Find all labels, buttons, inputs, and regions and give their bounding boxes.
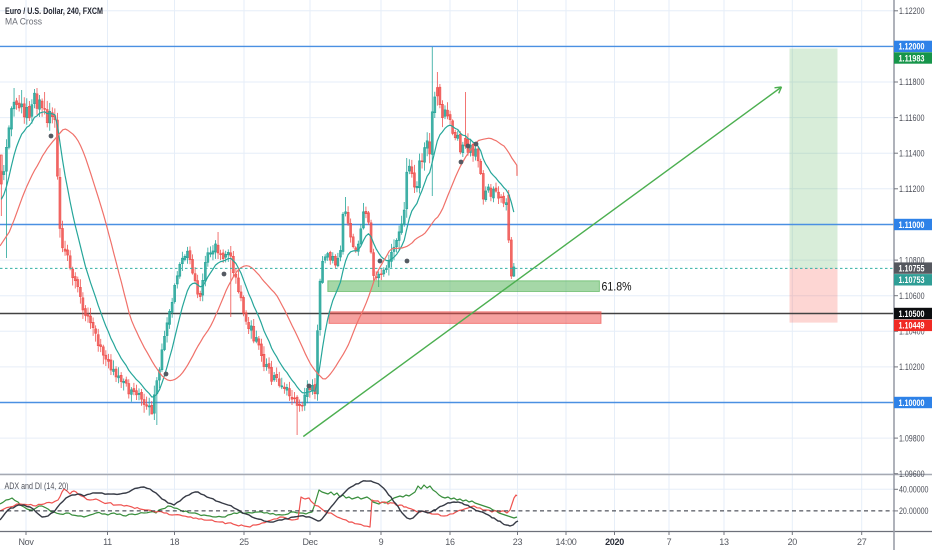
svg-text:1.12200: 1.12200 [899, 6, 925, 16]
svg-text:1.10755: 1.10755 [899, 263, 925, 273]
svg-text:9: 9 [379, 537, 384, 547]
svg-text:Euro / U.S. Dollar, 240, FXCM: Euro / U.S. Dollar, 240, FXCM [5, 6, 103, 17]
svg-text:1.09800: 1.09800 [899, 433, 925, 443]
svg-text:1.11200: 1.11200 [899, 184, 925, 194]
svg-text:MA Cross: MA Cross [5, 17, 42, 27]
svg-text:1.11600: 1.11600 [899, 113, 925, 123]
svg-text:1.10800: 1.10800 [899, 255, 925, 265]
svg-text:61.8%: 61.8% [602, 282, 632, 294]
svg-text:1.10600: 1.10600 [899, 291, 925, 301]
svg-text:7: 7 [667, 537, 672, 547]
svg-text:25: 25 [239, 537, 249, 547]
svg-text:1.11983: 1.11983 [899, 53, 925, 63]
svg-text:ADX and DI (14, 20): ADX and DI (14, 20) [5, 481, 69, 491]
svg-text:23: 23 [513, 537, 523, 547]
svg-text:Nov: Nov [18, 537, 34, 547]
svg-text:1.12000: 1.12000 [899, 42, 925, 52]
svg-text:11: 11 [103, 537, 112, 547]
svg-text:27: 27 [857, 537, 867, 547]
svg-text:14:00: 14:00 [555, 537, 576, 547]
svg-text:1.10753: 1.10753 [899, 275, 925, 285]
svg-text:Dec: Dec [302, 537, 318, 547]
svg-text:20: 20 [788, 537, 798, 547]
svg-text:1.09600: 1.09600 [899, 469, 925, 479]
svg-text:1.10400: 1.10400 [899, 327, 925, 337]
svg-text:20.00000: 20.00000 [899, 506, 929, 516]
svg-text:1.10500: 1.10500 [899, 309, 925, 319]
svg-text:16: 16 [445, 537, 455, 547]
svg-text:1.11000: 1.11000 [899, 220, 925, 230]
svg-text:13: 13 [719, 537, 729, 547]
svg-text:2020: 2020 [605, 537, 624, 547]
svg-text:18: 18 [170, 537, 180, 547]
svg-text:1.10000: 1.10000 [899, 398, 925, 408]
svg-text:1.11800: 1.11800 [899, 77, 925, 87]
svg-text:40.00000: 40.00000 [899, 485, 929, 495]
svg-text:1.10200: 1.10200 [899, 362, 925, 372]
svg-text:1.10449: 1.10449 [899, 321, 925, 331]
svg-text:1.11400: 1.11400 [899, 148, 925, 158]
